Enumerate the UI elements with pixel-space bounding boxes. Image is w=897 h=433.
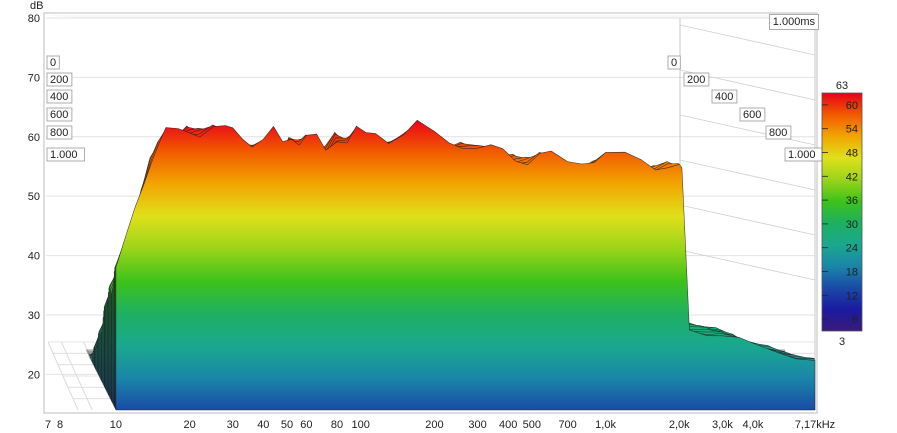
- x-tick-label: 500: [523, 419, 541, 431]
- waterfall-slice: [115, 119, 816, 411]
- x-tick-label: 60: [300, 419, 312, 431]
- colorbar-tick-label: 36: [846, 195, 858, 207]
- grid-line: [679, 204, 816, 236]
- time-tick-label: 800: [50, 127, 68, 139]
- colorbar-tick-label: 6: [852, 314, 858, 326]
- y-tick-label: 60: [28, 132, 40, 144]
- y-tick-label: 40: [28, 251, 40, 263]
- x-tick-label: 10: [110, 419, 122, 431]
- x-tick-label: 7,17kHz: [795, 419, 835, 431]
- x-tick-label: 700: [558, 419, 576, 431]
- x-tick-label: 200: [425, 419, 443, 431]
- chart-shape: [739, 107, 766, 122]
- chart-shape: [46, 72, 73, 87]
- colorbar-tick-label: 60: [846, 100, 858, 112]
- y-tick-label: 70: [28, 72, 40, 84]
- y-tick-label: 80: [28, 13, 40, 25]
- time-tick-label: 200: [687, 74, 705, 86]
- x-tick-label: 4,0k: [743, 419, 764, 431]
- chart-shape: [667, 55, 681, 70]
- chart-shape: [46, 147, 85, 162]
- colorbar-tick-label: 54: [846, 124, 858, 136]
- grid-line: [679, 249, 816, 281]
- time-tick-label: 400: [50, 91, 68, 103]
- colorbar-tick-label: 48: [846, 148, 858, 160]
- x-tick-label: 8: [57, 419, 63, 431]
- x-tick-label: 1,0k: [595, 419, 616, 431]
- chart-shape: [765, 125, 792, 140]
- y-tick-label: 30: [28, 310, 40, 322]
- colorbar-tick-label: 24: [846, 243, 858, 255]
- x-tick-label: 40: [257, 419, 269, 431]
- x-tick-label: 3,0k: [712, 419, 733, 431]
- x-tick-label: 7: [45, 419, 51, 431]
- chart-shape: [46, 55, 60, 70]
- y-tick-label: 50: [28, 191, 40, 203]
- x-tick-label: 50: [281, 419, 293, 431]
- time-tick-label: 800: [769, 127, 787, 139]
- x-tick-label: 100: [352, 419, 370, 431]
- time-tick-label: 600: [743, 109, 761, 121]
- chart-shape: [46, 125, 73, 140]
- colorbar-max-label: 63: [836, 80, 848, 92]
- x-tick-label: 80: [331, 419, 343, 431]
- x-tick-label: 30: [227, 419, 239, 431]
- time-tick-label: 0: [671, 57, 677, 69]
- time-tick-label: 200: [50, 74, 68, 86]
- grid-line: [679, 159, 816, 191]
- colorbar-tick-label: 12: [846, 290, 858, 302]
- x-tick-label: 20: [183, 419, 195, 431]
- colorbar-min-label: 3: [839, 336, 845, 348]
- time-tick-label: 400: [715, 91, 733, 103]
- time-tick-label: 0: [50, 57, 56, 69]
- colorbar-tick-label: 30: [846, 219, 858, 231]
- y-tick-label: 20: [28, 369, 40, 381]
- x-tick-label: 2,0k: [669, 419, 690, 431]
- time-tick-label: 1.000: [50, 149, 78, 161]
- chart-shape: [683, 72, 710, 87]
- grid-line: [679, 24, 816, 56]
- grid-line: [679, 114, 816, 146]
- chart-shape: [46, 107, 73, 122]
- y-axis-label: dB: [30, 0, 43, 12]
- x-tick-label: 300: [468, 419, 486, 431]
- colorbar-tick-label: 42: [846, 171, 858, 183]
- chart-shape: [47, 15, 815, 18]
- time-tick-label: 1.000: [788, 149, 816, 161]
- chart-shape: [821, 92, 863, 332]
- x-tick-label: 400: [499, 419, 517, 431]
- chart-shape: [46, 89, 73, 104]
- time-span-label: 1.000ms: [768, 14, 819, 30]
- colorbar: 63 60 54 48 42 36 30 24 18 12 63: [821, 80, 863, 348]
- waterfall-surface: [85, 119, 816, 411]
- colorbar-tick-label: 18: [846, 267, 858, 279]
- chart-shape: [711, 89, 738, 104]
- x-axis: 7 8 10 20 30 40 50 60 80 100 200 300 400 500 700 1,0k 2,…: [45, 419, 835, 431]
- time-tick-label: 600: [50, 109, 68, 121]
